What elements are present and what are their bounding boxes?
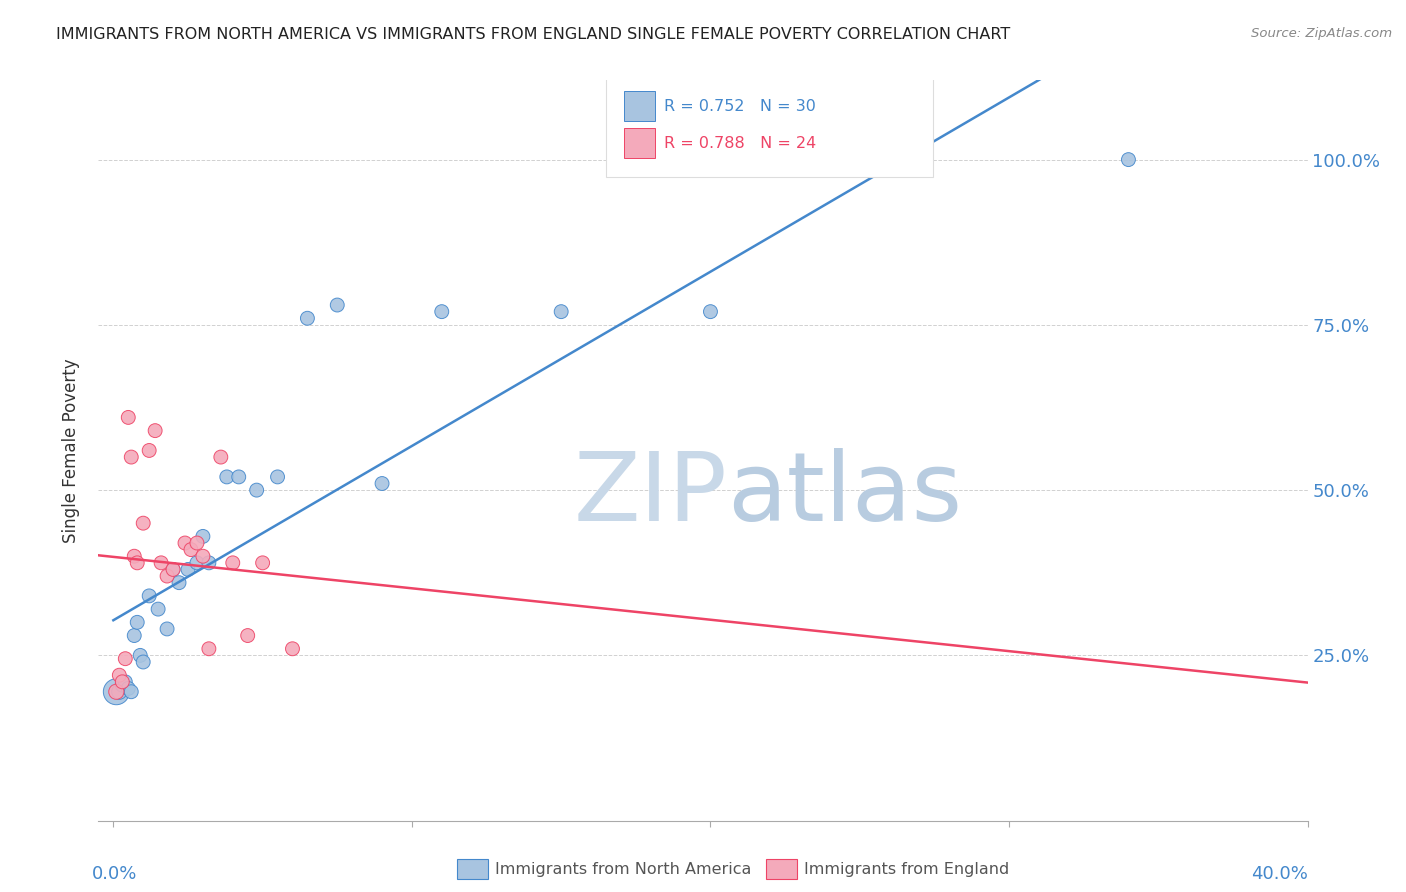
Point bbox=[236, 628, 259, 642]
Point bbox=[138, 443, 160, 458]
Point bbox=[117, 410, 139, 425]
Point bbox=[186, 556, 208, 570]
Point bbox=[430, 304, 453, 318]
Point bbox=[132, 655, 155, 669]
Point bbox=[281, 641, 304, 656]
Point bbox=[127, 556, 149, 570]
Point bbox=[156, 622, 179, 636]
Point bbox=[150, 556, 173, 570]
Point bbox=[129, 648, 152, 663]
Point bbox=[191, 529, 214, 543]
Text: Immigrants from England: Immigrants from England bbox=[804, 863, 1010, 877]
Text: atlas: atlas bbox=[727, 449, 962, 541]
Text: IMMIGRANTS FROM NORTH AMERICA VS IMMIGRANTS FROM ENGLAND SINGLE FEMALE POVERTY C: IMMIGRANTS FROM NORTH AMERICA VS IMMIGRA… bbox=[56, 27, 1011, 42]
Point bbox=[215, 470, 238, 484]
Point bbox=[162, 562, 184, 576]
Point bbox=[108, 668, 131, 682]
Point bbox=[180, 542, 202, 557]
Point bbox=[246, 483, 269, 497]
Point bbox=[266, 470, 288, 484]
Point bbox=[143, 424, 166, 438]
Point bbox=[252, 556, 274, 570]
Point bbox=[105, 684, 128, 698]
Point bbox=[1118, 153, 1140, 167]
Point bbox=[108, 684, 131, 698]
Point bbox=[209, 450, 232, 464]
Text: 0.0%: 0.0% bbox=[93, 865, 138, 883]
Point bbox=[127, 615, 149, 630]
Point bbox=[114, 651, 136, 665]
Point bbox=[122, 549, 145, 564]
Point bbox=[198, 641, 221, 656]
Point bbox=[186, 536, 208, 550]
Point bbox=[371, 476, 394, 491]
Point bbox=[111, 678, 134, 692]
Point bbox=[326, 298, 349, 312]
Point bbox=[167, 575, 190, 590]
Point bbox=[177, 562, 200, 576]
Point bbox=[114, 674, 136, 689]
Y-axis label: Single Female Poverty: Single Female Poverty bbox=[62, 359, 80, 542]
Point bbox=[550, 304, 572, 318]
Bar bbox=[624, 128, 655, 158]
Point bbox=[198, 556, 221, 570]
Point bbox=[162, 562, 184, 576]
FancyBboxPatch shape bbox=[606, 73, 932, 177]
Point bbox=[228, 470, 250, 484]
Point bbox=[122, 628, 145, 642]
Text: Source: ZipAtlas.com: Source: ZipAtlas.com bbox=[1251, 27, 1392, 40]
Text: R = 0.788   N = 24: R = 0.788 N = 24 bbox=[664, 136, 817, 151]
Point bbox=[120, 684, 142, 698]
Point bbox=[222, 556, 245, 570]
Point bbox=[174, 536, 197, 550]
Text: 40.0%: 40.0% bbox=[1251, 865, 1308, 883]
Point bbox=[297, 311, 319, 326]
Point bbox=[117, 681, 139, 696]
Point bbox=[699, 304, 721, 318]
Point bbox=[105, 684, 128, 698]
Text: ZIP: ZIP bbox=[574, 449, 727, 541]
Text: R = 0.752   N = 30: R = 0.752 N = 30 bbox=[664, 99, 815, 113]
Point bbox=[111, 674, 134, 689]
Point bbox=[132, 516, 155, 531]
Point bbox=[146, 602, 169, 616]
Bar bbox=[624, 91, 655, 121]
Point bbox=[138, 589, 160, 603]
Text: Immigrants from North America: Immigrants from North America bbox=[495, 863, 751, 877]
Point bbox=[191, 549, 214, 564]
Point bbox=[156, 569, 179, 583]
Point bbox=[120, 450, 142, 464]
